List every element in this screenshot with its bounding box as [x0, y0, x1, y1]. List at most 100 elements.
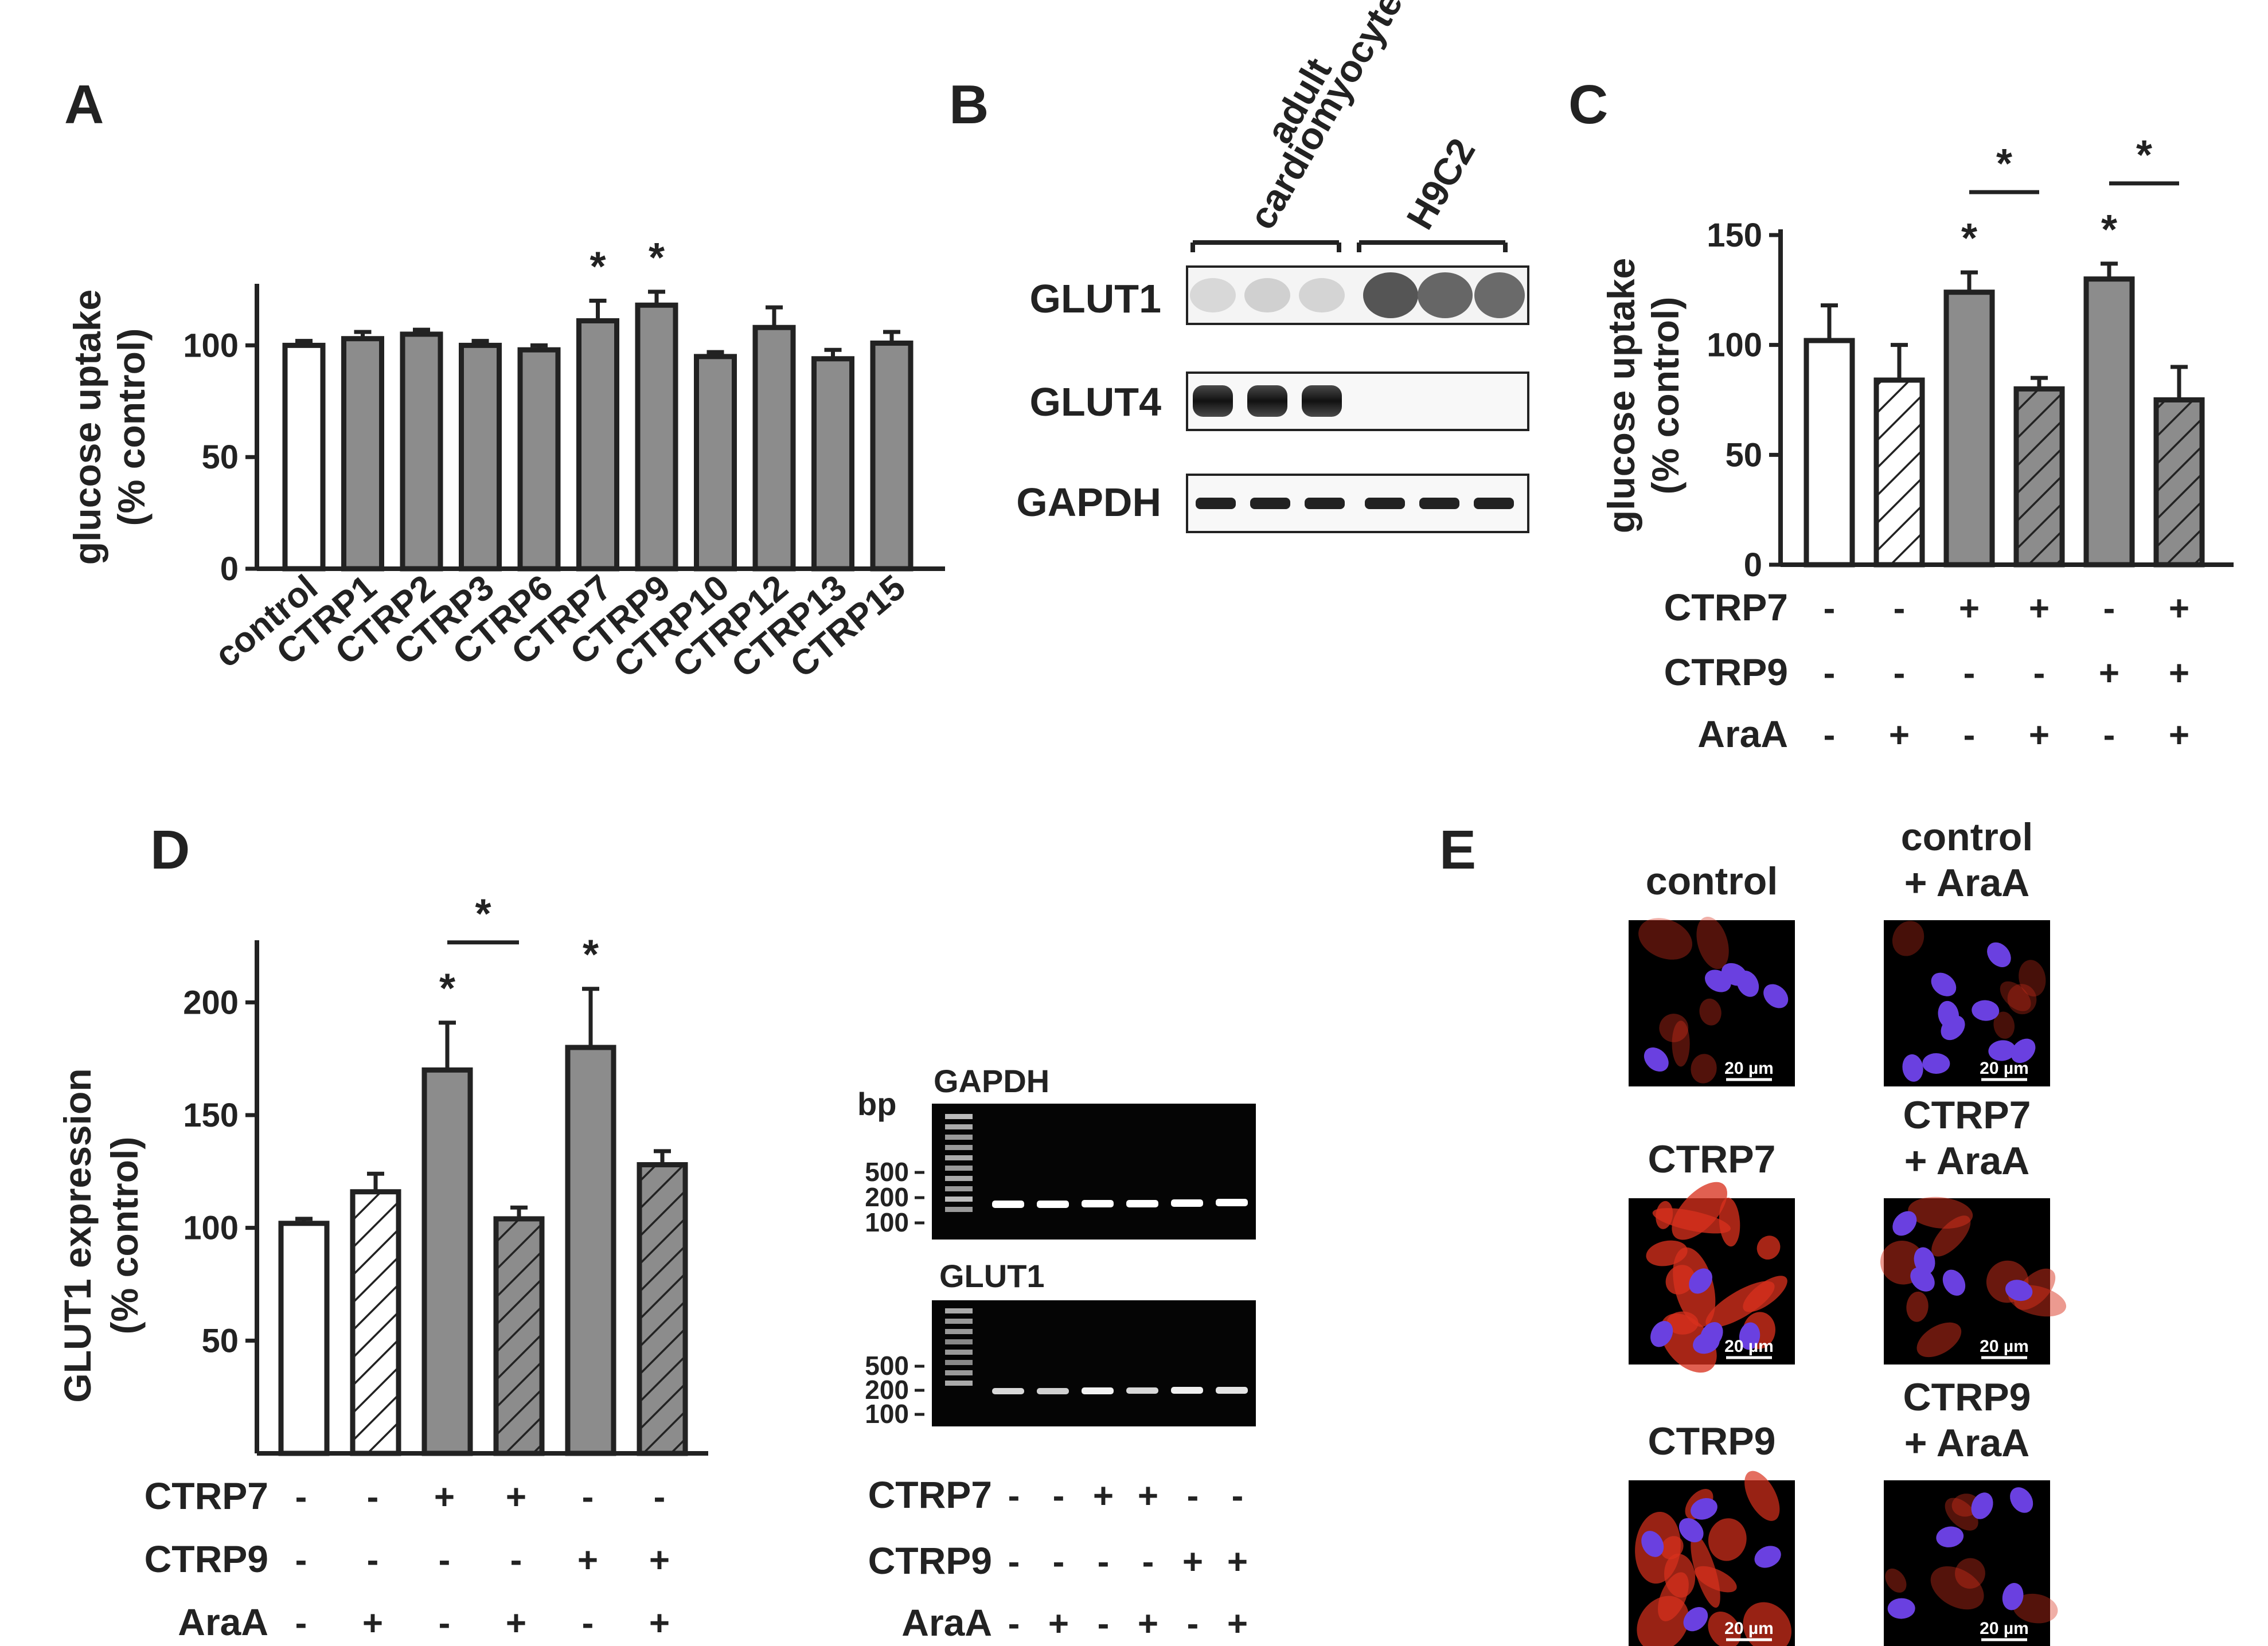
panel-c: C glucose uptake (% control) 0 50 100 150 * *… — [1568, 74, 2234, 755]
panel-d-condition-sign: + — [434, 1477, 455, 1517]
panel-d-condition-sign: - — [367, 1477, 379, 1517]
panel-c-condition-sign: - — [1824, 654, 1836, 693]
gel-glut1 — [932, 1300, 1256, 1426]
panel-c-condition-sign: - — [1894, 589, 1906, 628]
if-cytoplasm-stain — [1708, 1518, 1747, 1561]
if-nucleus — [1938, 1000, 1959, 1029]
panel-c-ytick-label: 0 — [1744, 546, 1762, 584]
gel-gapdh-ladder — [945, 1114, 973, 1212]
panel-c-condition-label: CTRP7 — [1664, 586, 1788, 628]
if-image: 20 µm — [1629, 1182, 1795, 1373]
if-nucleus — [1887, 1598, 1915, 1619]
panel-d-condition-sign: - — [439, 1604, 451, 1643]
if-nucleus — [2011, 1038, 2036, 1064]
panel-d-condition-sign: + — [649, 1604, 670, 1643]
panel-c-bar — [2153, 397, 2205, 568]
if-cytoplasm-stain — [1699, 998, 1722, 1026]
panel-a-letter: A — [64, 74, 104, 135]
gel-condition-sign: - — [1232, 1476, 1244, 1516]
gel-condition-sign: - — [1098, 1604, 1110, 1644]
panel-c-condition-sign: - — [2103, 716, 2115, 755]
if-cytoplasm-stain — [1756, 1236, 1781, 1260]
if-caption: control+ AraA — [1901, 815, 2033, 905]
if-cytoplasm-stain — [1945, 1498, 1978, 1531]
panel-c-condition-sign: + — [2169, 654, 2189, 693]
panel-a-bar — [282, 342, 326, 572]
panel-c-condition-sign: + — [2029, 589, 2050, 628]
if-nucleus — [1910, 1267, 1935, 1292]
gel-condition-sign: + — [1182, 1542, 1203, 1582]
panel-a-ylabel-line2: (% control) — [110, 329, 153, 526]
panel-d-condition-sign: - — [654, 1477, 666, 1517]
panel-c-letter: C — [1568, 74, 1608, 135]
if-cytoplasm-stain — [1955, 1558, 1985, 1589]
blot-row-label-glut1: GLUT1 — [1030, 276, 1161, 321]
if-cytoplasm-stain — [2000, 981, 2031, 1011]
panel-c-bar — [1873, 377, 1925, 568]
panel-c-bar — [1804, 338, 1855, 568]
panel-c-bar — [1943, 290, 1995, 568]
gel2-marker-500: 500 — [865, 1351, 909, 1381]
if-scale-label: 20 µm — [1724, 1619, 1774, 1638]
panel-c-condition-label: AraA — [1697, 713, 1788, 755]
blot-row-label-glut4: GLUT4 — [1030, 380, 1162, 424]
panel-c-ylabel-line2: (% control) — [1644, 297, 1687, 495]
gel2-marker-100: 100 — [865, 1399, 909, 1429]
panel-a-bar — [400, 331, 443, 572]
panel-c-bar — [2013, 386, 2065, 568]
panel-a-bar — [341, 336, 384, 572]
panel-d-condition-label: AraA — [178, 1601, 268, 1643]
gel-condition-sign: - — [1187, 1604, 1199, 1644]
panel-d-condition-sign: - — [582, 1477, 594, 1517]
gel-condition-sign: + — [1227, 1542, 1248, 1582]
if-nucleus — [1754, 1546, 1781, 1568]
if-cytoplasm-stain — [1719, 1197, 1740, 1247]
gel-bp-label: bp — [857, 1086, 896, 1122]
if-cytoplasm-stain — [2007, 984, 2037, 1015]
if-caption: CTRP9+ AraA — [1903, 1375, 2031, 1465]
gel-condition-sign: - — [1053, 1542, 1065, 1582]
panel-b: B adult cardiomyocyte H9C2 GLUT1 GLUT4 G… — [949, 0, 1529, 533]
panel-d-condition-sign: - — [582, 1604, 594, 1643]
panel-c-bracket-star: * — [1996, 141, 2012, 187]
pcr-gels: GAPDH bp 500 200 100 GLUT1 — [857, 1063, 1256, 1644]
panel-d-condition-label: CTRP9 — [145, 1538, 268, 1580]
if-nucleus — [1678, 1518, 1704, 1543]
panel-a-ylabel-line1: glucose uptake — [66, 290, 108, 565]
panel-c-ytick-label: 150 — [1707, 217, 1762, 254]
if-nucleus — [1902, 1054, 1923, 1082]
if-image: 20 µm — [1884, 1480, 2058, 1646]
if-cytoplasm-stain — [2019, 960, 2046, 997]
if-nucleus — [2010, 1487, 2033, 1513]
if-nucleus — [1691, 1498, 1717, 1520]
if-cytoplasm-stain — [1908, 1197, 1973, 1229]
gel-condition-sign: - — [1053, 1476, 1065, 1516]
panel-d-bracket-star: * — [475, 892, 491, 937]
if-cytoplasm-stain — [1993, 1011, 2015, 1039]
panel-d-ytick-label: 100 — [183, 1210, 239, 1247]
if-cytoplasm-stain — [1916, 1322, 1962, 1358]
if-scale-label: 20 µm — [1980, 1619, 2029, 1638]
gel1-marker-500: 500 — [865, 1157, 909, 1187]
panel-d-significance-star: * — [583, 932, 599, 978]
blot-glut4 — [1186, 372, 1529, 431]
if-cytoplasm-stain — [1652, 1208, 1731, 1234]
if-nucleus — [2002, 1583, 2024, 1610]
gel-condition-sign: + — [1093, 1476, 1114, 1516]
panel-d-condition-sign: - — [367, 1541, 379, 1580]
if-cytoplasm-stain — [1931, 1215, 1971, 1257]
panel-a-bar — [752, 324, 796, 572]
panel-d-ytick-label: 50 — [201, 1322, 239, 1359]
gel-condition-sign: - — [1008, 1542, 1020, 1582]
if-nucleus — [1931, 972, 1957, 996]
panel-c-ylabel-line1: glucose uptake — [1600, 258, 1642, 533]
if-nucleus — [1736, 970, 1759, 997]
gel-condition-sign: + — [1138, 1604, 1158, 1644]
if-nucleus — [1942, 1269, 1966, 1296]
gel-condition-sign: - — [1008, 1476, 1020, 1516]
